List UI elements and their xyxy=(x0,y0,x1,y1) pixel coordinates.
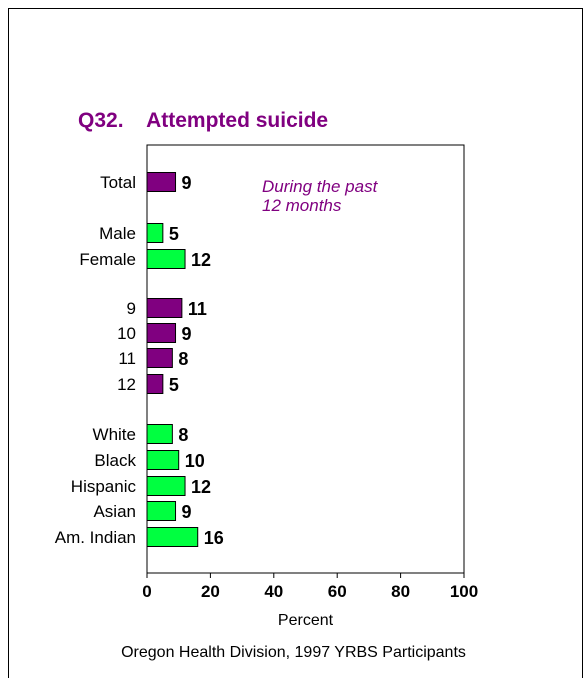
category-label: Asian xyxy=(93,502,136,521)
data-label: 5 xyxy=(169,224,179,244)
category-label: Female xyxy=(79,250,136,269)
category-label: 11 xyxy=(118,349,136,368)
data-label: 8 xyxy=(178,425,188,445)
bar xyxy=(146,348,173,368)
bar xyxy=(146,298,183,318)
category-label: Am. Indian xyxy=(55,528,136,547)
x-tick-label: 0 xyxy=(142,582,151,601)
data-label: 11 xyxy=(188,299,207,319)
bar xyxy=(146,476,186,496)
annotation: During the past 12 months xyxy=(262,177,379,215)
category-label: 10 xyxy=(117,324,136,343)
bar xyxy=(146,249,186,269)
bar xyxy=(146,323,177,343)
x-tick-label: 20 xyxy=(201,582,220,601)
bar xyxy=(146,172,177,192)
category-label: Black xyxy=(94,451,136,470)
data-label: 9 xyxy=(182,324,192,344)
x-axis-label: Percent xyxy=(278,612,334,629)
data-label: 12 xyxy=(191,250,211,270)
category-label: Male xyxy=(99,224,136,243)
data-label: 10 xyxy=(185,451,205,471)
category-label: 9 xyxy=(127,299,136,318)
data-label: 16 xyxy=(204,528,224,548)
x-tick-label: 100 xyxy=(450,582,478,601)
category-label: White xyxy=(93,425,136,444)
data-label: 9 xyxy=(182,502,192,522)
x-tick-label: 40 xyxy=(264,582,283,601)
x-tick-label: 60 xyxy=(328,582,347,601)
category-label: Hispanic xyxy=(71,477,137,496)
x-tick-label: 80 xyxy=(391,582,410,601)
bar xyxy=(146,424,173,444)
source-note: Oregon Health Division, 1997 YRBS Partic… xyxy=(121,644,466,661)
bar xyxy=(146,223,164,243)
page-frame xyxy=(8,8,583,678)
data-label: 8 xyxy=(178,349,188,369)
category-label: 12 xyxy=(117,375,136,394)
category-label: Total xyxy=(100,173,136,192)
bar xyxy=(146,450,180,470)
bar xyxy=(146,374,164,394)
data-label: 12 xyxy=(191,477,211,497)
chart-title: Q32. Attempted suicide xyxy=(78,109,329,132)
bar xyxy=(146,501,177,521)
data-label: 9 xyxy=(182,173,192,193)
data-label: 5 xyxy=(169,375,179,395)
bar xyxy=(146,527,199,547)
